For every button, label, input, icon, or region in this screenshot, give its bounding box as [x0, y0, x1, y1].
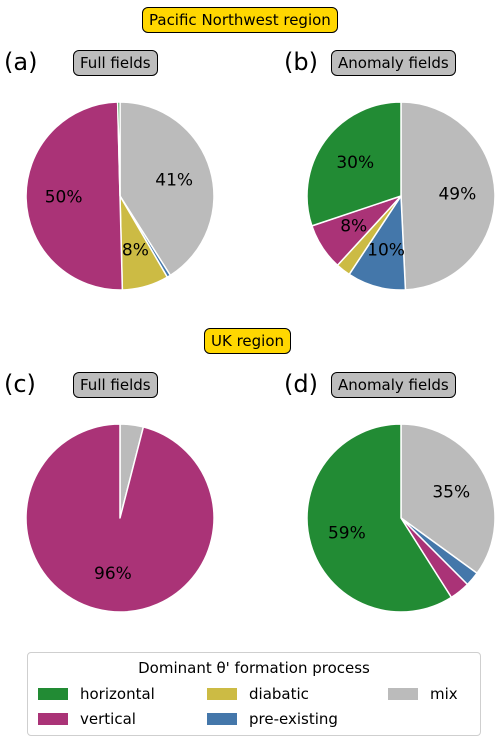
legend-item-pre-existing: pre-existing — [207, 710, 338, 728]
pie-slice-mix — [400, 101, 496, 291]
panel-letter-d: (d) — [284, 370, 318, 398]
pie-label-vertical: 8% — [340, 217, 367, 237]
legend-item-mix: mix — [388, 685, 458, 703]
legend-item-horizontal: horizontal — [38, 685, 155, 703]
legend-label-vertical: vertical — [80, 710, 136, 728]
pie-slice-horizontal — [116, 101, 121, 197]
legend-title: Dominant θ' formation process — [138, 659, 370, 677]
pie-slice-mix — [400, 423, 496, 575]
pie-label-horizontal: 30% — [336, 153, 374, 173]
legend-item-diabatic: diabatic — [207, 685, 309, 703]
panel-letter-c: (c) — [4, 370, 36, 398]
pie-label-mix: 41% — [155, 170, 193, 190]
pie-slice-horizontal — [306, 101, 402, 227]
legend-label-horizontal: horizontal — [80, 685, 155, 703]
pie-label-diabatic: 8% — [122, 240, 149, 260]
region-title-pnw: Pacific Northwest region — [142, 7, 338, 33]
panel-title-a: Full fields — [73, 50, 158, 76]
pie-slice-vertical — [25, 423, 215, 613]
legend: Dominant θ' formation process horizontal… — [27, 652, 481, 736]
pie-slice-vertical — [25, 101, 124, 291]
region-title-uk: UK region — [204, 328, 292, 354]
legend-item-vertical: vertical — [38, 710, 136, 728]
legend-label-diabatic: diabatic — [249, 685, 309, 703]
legend-swatch-mix — [388, 688, 418, 700]
pie-slice-horizontal — [306, 423, 453, 613]
legend-label-pre-existing: pre-existing — [249, 710, 338, 728]
legend-swatch-diabatic — [207, 688, 237, 700]
pie-label-vertical: 50% — [45, 187, 83, 207]
panel-title-b: Anomaly fields — [331, 50, 456, 76]
pie-label-mix: 49% — [438, 185, 476, 205]
pie-label-vertical: 96% — [94, 564, 132, 584]
legend-swatch-horizontal — [38, 688, 68, 700]
legend-swatch-vertical — [38, 713, 68, 725]
panel-title-d: Anomaly fields — [331, 372, 456, 398]
pie-label-horizontal: 59% — [328, 524, 366, 544]
panel-letter-a: (a) — [4, 48, 38, 76]
pie-label-mix: 35% — [432, 482, 470, 502]
legend-swatch-pre-existing — [207, 713, 237, 725]
panel-title-c: Full fields — [73, 372, 158, 398]
pie-label-pre-existing: 10% — [367, 240, 405, 260]
panel-letter-b: (b) — [284, 48, 318, 76]
legend-label-mix: mix — [430, 685, 458, 703]
